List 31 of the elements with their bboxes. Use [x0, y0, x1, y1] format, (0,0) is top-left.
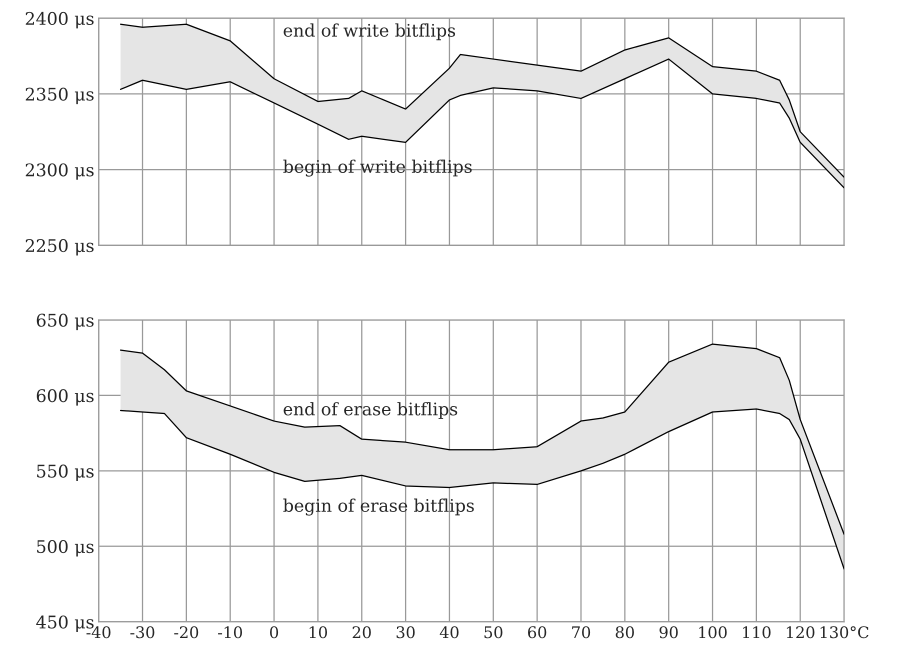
y-tick-label: 2250 μs — [26, 239, 94, 256]
x-tick-label: 0 — [270, 626, 278, 638]
x-tick-label: 120 — [786, 626, 814, 638]
line-series — [120, 343, 844, 535]
x-tick-label: 40 — [440, 626, 459, 638]
y-tick-label: 550 μs — [37, 464, 94, 482]
x-tick-label: 100 — [699, 626, 727, 638]
x-tick-label: 60 — [528, 626, 546, 638]
y-tick-label: 650 μs — [36, 314, 94, 330]
x-tick-label: -20 — [174, 626, 198, 638]
x-tick-label: 30 — [396, 626, 415, 638]
line-series — [120, 58, 844, 188]
y-tick-label: 500 μs — [37, 540, 94, 556]
annotation: end of erase bitflips — [284, 402, 458, 419]
x-tick-label: 20 — [352, 626, 371, 638]
x-tick-label: 50 — [484, 626, 502, 638]
y-tick-label: 2350 μs — [26, 88, 94, 104]
x-tick-label: -10 — [218, 626, 242, 638]
x-tick-label: -30 — [130, 626, 154, 638]
x-tick-label: 10 — [310, 626, 328, 638]
annotation: end of write bitflips — [284, 23, 456, 40]
x-tick-label: 90 — [660, 626, 678, 638]
x-tick-label: 70 — [572, 626, 590, 638]
annotation: begin of erase bitflips — [283, 498, 474, 516]
x-tick-label: 130°C — [820, 626, 868, 638]
y-tick-label: 600 μs — [36, 389, 94, 406]
x-tick-label: 80 — [616, 626, 634, 638]
annotation: begin of write bitflips — [283, 160, 472, 177]
y-tick-label: 2300 μs — [26, 163, 94, 180]
y-tick-label: 2400 μs — [26, 12, 94, 28]
x-tick-label: 110 — [743, 626, 771, 638]
